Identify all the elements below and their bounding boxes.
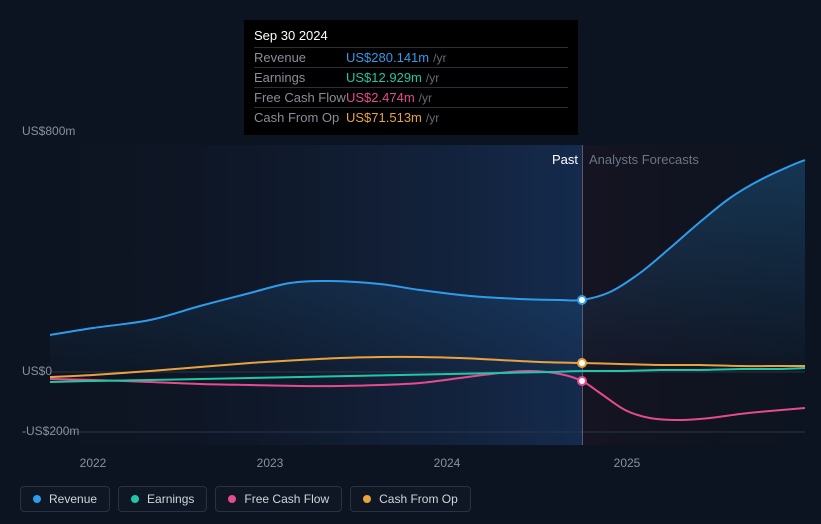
tooltip-metric-value: US$280.141m [346,50,429,65]
legend-dot-cfo [363,495,371,503]
hover-marker [578,296,586,304]
revenue-area [50,160,805,372]
legend-earnings[interactable]: Earnings [118,486,207,512]
tooltip-unit: /yr [426,111,439,125]
tooltip-metric-value: US$12.929m [346,70,422,85]
tooltip-row: EarningsUS$12.929m/yr [254,67,568,87]
legend-cfo[interactable]: Cash From Op [350,486,471,512]
legend-label-fcf: Free Cash Flow [244,492,329,506]
legend-dot-revenue [33,495,41,503]
tooltip-row: Cash From OpUS$71.513m/yr [254,107,568,127]
legend: Revenue Earnings Free Cash Flow Cash Fro… [20,486,471,512]
tooltip-row: RevenueUS$280.141m/yr [254,47,568,67]
hover-tooltip: Sep 30 2024 RevenueUS$280.141m/yrEarning… [244,20,578,135]
hover-marker [578,359,586,367]
tooltip-metric-value: US$71.513m [346,110,422,125]
legend-label-earnings: Earnings [147,492,194,506]
tooltip-metric-label: Revenue [254,50,346,65]
fcf-line [50,371,805,420]
tooltip-metric-value: US$2.474m [346,90,415,105]
tooltip-unit: /yr [426,71,439,85]
legend-dot-fcf [228,495,236,503]
tooltip-row: Free Cash FlowUS$2.474m/yr [254,87,568,107]
tooltip-metric-label: Earnings [254,70,346,85]
tooltip-metric-label: Free Cash Flow [254,90,346,105]
hover-marker [578,377,586,385]
legend-dot-earnings [131,495,139,503]
legend-revenue[interactable]: Revenue [20,486,110,512]
financials-chart: Past Analysts Forecasts US$800mUS$0-US$2… [0,0,821,524]
tooltip-unit: /yr [419,91,432,105]
tooltip-unit: /yr [433,51,446,65]
legend-label-cfo: Cash From Op [379,492,458,506]
tooltip-date: Sep 30 2024 [254,28,568,47]
legend-fcf[interactable]: Free Cash Flow [215,486,342,512]
legend-label-revenue: Revenue [49,492,97,506]
tooltip-metric-label: Cash From Op [254,110,346,125]
